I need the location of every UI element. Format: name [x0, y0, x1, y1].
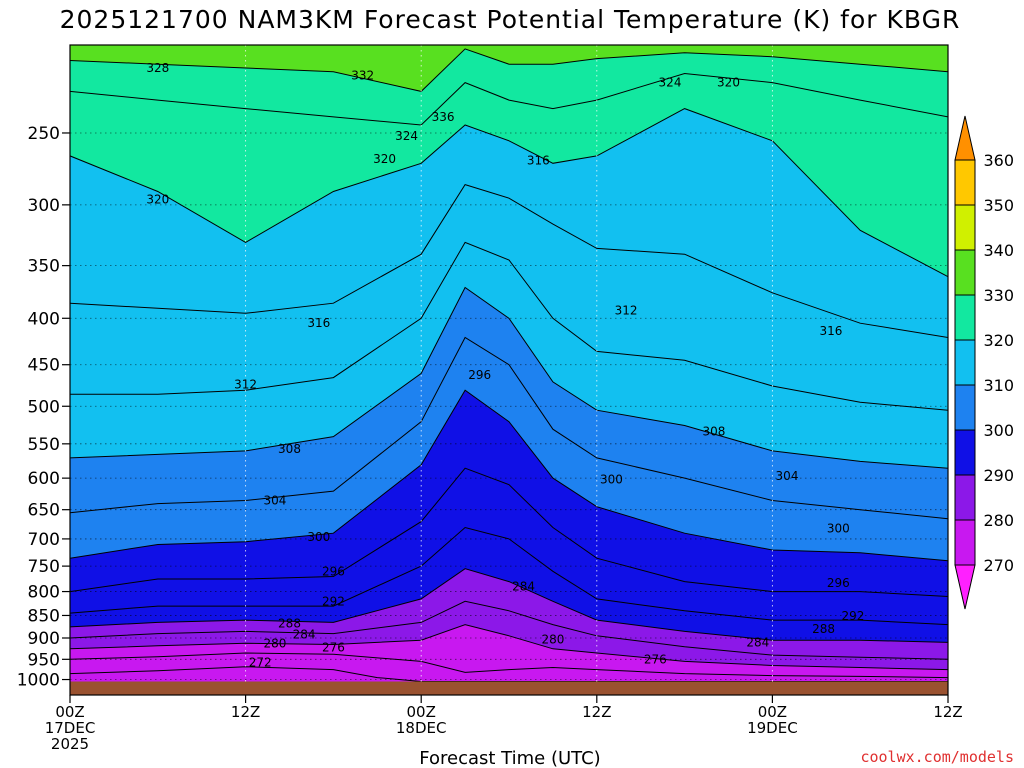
contour-label: 316: [819, 324, 842, 338]
y-tick-label: 500: [28, 397, 60, 417]
y-tick-label: 800: [28, 583, 60, 603]
colorbar-tick-label: 280: [983, 511, 1014, 530]
x-tick-label: 17DEC: [45, 719, 96, 737]
contour-label: 312: [615, 303, 638, 317]
contour-labels: 328 332 336 324 320 316 324 320 320 316 312 316 312 2…: [146, 61, 864, 670]
y-tick-label: 750: [28, 557, 60, 577]
contour-label: 296: [322, 564, 345, 578]
theta-fill-layers: [70, 48, 948, 695]
isentrope-328: [70, 48, 948, 92]
x-tick-label: 12Z: [933, 703, 962, 721]
colorbar: 270 280 290 300 310 320 330 340 350 360: [954, 115, 1014, 610]
colorbar-bin-320: [954, 294, 976, 341]
y-tick-label: 250: [28, 124, 60, 144]
contour-label: 320: [373, 152, 396, 166]
y-tick-label: 600: [28, 469, 60, 489]
contour-label: 336: [432, 110, 455, 124]
colorbar-bin-270: [954, 519, 976, 566]
y-tick-label: 1000: [17, 671, 60, 691]
x-tick-label: 00Z: [55, 703, 84, 721]
x-tick-label: 2025: [51, 735, 89, 753]
colorbar-tick-label: 330: [983, 286, 1014, 305]
colorbar-tick-label: 270: [983, 556, 1014, 575]
x-tick-label: 19DEC: [747, 719, 798, 737]
contour-label: 320: [146, 193, 169, 207]
contour-label: 328: [146, 61, 169, 75]
contour-label: 300: [827, 522, 850, 536]
colorbar-tick-label: 340: [983, 241, 1014, 260]
colorbar-bin-290: [954, 429, 976, 476]
contour-label: 308: [702, 425, 725, 439]
contour-label: 300: [307, 530, 330, 544]
colorbar-tick-label: 310: [983, 376, 1014, 395]
y-axis: 2503003504004505005506006507007508008509…: [17, 124, 70, 691]
contour-label: 304: [776, 469, 799, 483]
colorbar-high-arrow: [954, 115, 976, 161]
contour-label: 296: [468, 368, 491, 382]
colorbar-low-arrow: [954, 564, 976, 610]
y-tick-label: 450: [28, 356, 60, 376]
contour-label: 308: [278, 442, 301, 456]
y-tick-label: 350: [28, 257, 60, 277]
ground-surface: [70, 681, 948, 695]
contour-label: 288: [812, 622, 835, 636]
contour-label: 288: [278, 617, 301, 631]
colorbar-tick-label: 300: [983, 421, 1014, 440]
contour-label: 320: [717, 76, 740, 90]
contour-label: 316: [307, 316, 330, 330]
contour-label: 312: [234, 377, 257, 391]
isentrope-324: [70, 72, 948, 126]
colorbar-bin-310: [954, 339, 976, 386]
contour-label: 272: [249, 656, 272, 670]
y-tick-label: 850: [28, 607, 60, 627]
contour-label: 276: [322, 641, 345, 655]
y-tick-label: 950: [28, 650, 60, 670]
contour-label: 304: [263, 494, 286, 508]
y-tick-label: 300: [28, 196, 60, 216]
y-tick-label: 700: [28, 530, 60, 550]
contour-label: 300: [600, 473, 623, 487]
credit-text: coolwx.com/models: [860, 748, 1014, 766]
contour-label: 292: [841, 609, 864, 623]
x-tick-label: 18DEC: [396, 719, 447, 737]
colorbar-bin-300: [954, 384, 976, 431]
y-tick-label: 550: [28, 435, 60, 455]
x-tick-label: 00Z: [758, 703, 787, 721]
contour-label: 276: [644, 652, 667, 666]
colorbar-bin-340: [954, 204, 976, 251]
contour-label: 324: [659, 76, 682, 90]
grid-lines: [70, 45, 948, 695]
x-tick-label: 00Z: [407, 703, 436, 721]
x-tick-label: 12Z: [231, 703, 260, 721]
contour-label: 296: [827, 576, 850, 590]
contour-label: 324: [395, 129, 418, 143]
contour-label: 292: [322, 594, 345, 608]
plot-frame: [69, 44, 949, 696]
colorbar-tick-label: 320: [983, 331, 1014, 350]
x-tick-label: 12Z: [582, 703, 611, 721]
x-axis-label: Forecast Time (UTC): [419, 748, 600, 768]
colorbar-bin-330: [954, 249, 976, 296]
colorbar-tick-label: 350: [983, 196, 1014, 215]
chart-title: 2025121700 NAM3KM Forecast Potential Tem…: [60, 5, 961, 34]
y-tick-label: 400: [28, 309, 60, 329]
contour-label: 316: [527, 153, 550, 167]
colorbar-tick-label: 290: [983, 466, 1014, 485]
contour-label: 284: [293, 628, 316, 642]
colorbar-bin-350: [954, 159, 976, 206]
contour-label: 280: [263, 637, 286, 651]
y-tick-label: 650: [28, 501, 60, 521]
contour-label: 284: [512, 580, 535, 594]
colorbar-tick-label: 360: [983, 151, 1014, 170]
contour-label: 284: [746, 635, 769, 649]
isentrope-316: [70, 184, 948, 338]
contour-label: 332: [351, 68, 374, 82]
isentrope-296: [70, 467, 948, 597]
colorbar-bin-280: [954, 474, 976, 521]
y-tick-label: 900: [28, 629, 60, 649]
plot-area: 328 332 336 324 320 316 324 320 320 316 312 316 312 2…: [69, 44, 949, 696]
contour-label: 280: [541, 632, 564, 646]
